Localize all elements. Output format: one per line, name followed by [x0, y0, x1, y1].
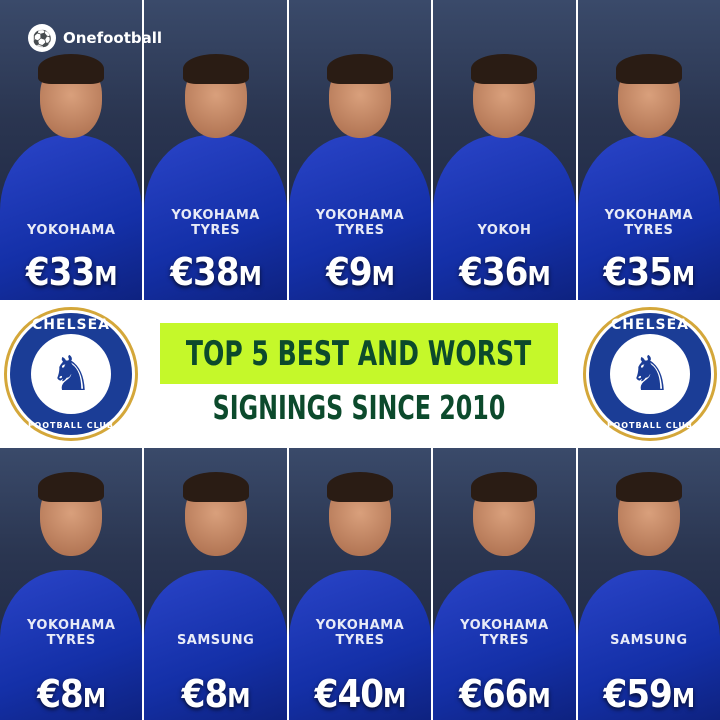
- player-kicking-icon: ⚽: [28, 24, 56, 52]
- player-tile: YOKOHAMA €33M: [0, 0, 143, 300]
- player-tile: SAMSUNG €59M: [577, 448, 720, 720]
- player-shirt: [144, 570, 287, 720]
- shirt-sponsor: YOKOHAMA: [26, 223, 116, 238]
- shirt-sponsor: YOKOHAMA TYRES: [315, 208, 405, 238]
- chelsea-crest-left: CHELSEA ♞ FOOTBALL CLUB: [4, 307, 138, 441]
- player-shirt: [144, 135, 287, 300]
- shirt-sponsor: YOKOH: [477, 223, 532, 238]
- player-tile: YOKOHAMA TYRES €66M: [433, 448, 576, 720]
- shirt-sponsor: YOKOHAMA TYRES: [171, 208, 260, 238]
- worst-signings-row: YOKOHAMA TYRES €8M SAMSUNG €8M YOKOHAMA …: [0, 448, 720, 720]
- transfer-fee: €8M: [181, 672, 251, 716]
- title-line2: SIGNINGS SINCE 2010: [212, 388, 506, 427]
- brand-name: Onefootball: [63, 29, 163, 47]
- player-shirt: [577, 135, 720, 300]
- transfer-fee: €8M: [37, 672, 106, 716]
- chelsea-crest-right: CHELSEA ♞ FOOTBALL CLUB: [583, 307, 717, 441]
- player-tile: YOKOHAMA TYRES €40M: [288, 448, 432, 720]
- player-tile: YOKOHAMA TYRES €9M: [288, 0, 432, 300]
- player-shirt: [577, 570, 720, 720]
- shirt-sponsor: YOKOHAMA TYRES: [26, 618, 116, 648]
- player-tile: YOKOHAMA TYRES €8M: [0, 448, 143, 720]
- player-shirt: [288, 135, 432, 300]
- player-shirt: [0, 570, 143, 720]
- player-tile: SAMSUNG €8M: [144, 448, 287, 720]
- best-signings-row: YOKOHAMA €33M YOKOHAMA TYRES €38M YOKOHA…: [0, 0, 720, 300]
- shirt-sponsor: SAMSUNG: [176, 633, 255, 648]
- player-shirt: [433, 570, 576, 720]
- transfer-fee: €66M: [459, 672, 551, 716]
- shirt-sponsor: YOKOHAMA TYRES: [315, 618, 405, 648]
- player-tile: YOKOHAMA TYRES €38M: [144, 0, 287, 300]
- player-tile: YOKOH €36M: [433, 0, 576, 300]
- player-shirt: [288, 570, 432, 720]
- player-shirt: [0, 135, 143, 300]
- player-tile: YOKOHAMA TYRES €35M: [577, 0, 720, 300]
- shirt-sponsor: YOKOHAMA TYRES: [604, 208, 694, 238]
- transfer-fee: €59M: [603, 672, 695, 716]
- lion-icon: ♞: [610, 334, 690, 414]
- transfer-fee: €40M: [314, 672, 407, 716]
- title-line1: TOP 5 BEST AND WORST: [186, 333, 532, 374]
- transfer-fee: €9M: [326, 250, 395, 294]
- transfer-fee: €33M: [25, 250, 118, 294]
- lion-icon: ♞: [31, 334, 111, 414]
- transfer-fee: €36M: [459, 250, 551, 294]
- title-banner: TOP 5 BEST AND WORST: [160, 323, 558, 384]
- player-shirt: [433, 135, 576, 300]
- shirt-sponsor: YOKOHAMA TYRES: [460, 618, 549, 648]
- shirt-sponsor: SAMSUNG: [610, 633, 688, 648]
- onefootball-brand: ⚽ Onefootball: [28, 24, 162, 52]
- transfer-fee: €38M: [170, 250, 262, 294]
- transfer-fee: €35M: [603, 250, 695, 294]
